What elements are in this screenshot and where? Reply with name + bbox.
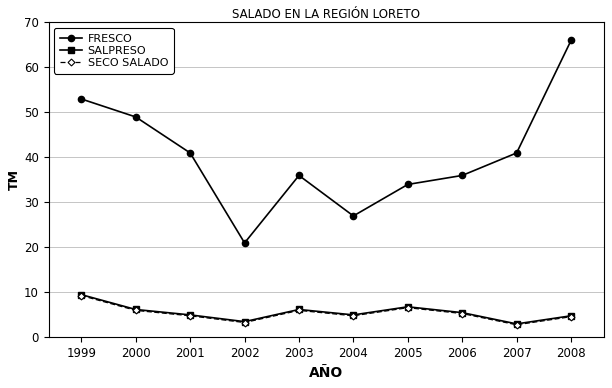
SALPRESO: [513, 322, 520, 326]
FRESCO: [187, 151, 194, 155]
FRESCO: [458, 173, 466, 178]
Line: SECO SALADO: SECO SALADO: [79, 293, 573, 327]
SECO SALADO: [241, 320, 248, 325]
SALPRESO: [78, 292, 85, 297]
SECO SALADO: [296, 308, 303, 313]
SALPRESO: [241, 319, 248, 324]
FRESCO: [349, 214, 357, 218]
SECO SALADO: [349, 314, 357, 318]
SALPRESO: [187, 313, 194, 317]
Legend: FRESCO, SALPRESO, SECO SALADO: FRESCO, SALPRESO, SECO SALADO: [54, 28, 174, 74]
FRESCO: [567, 38, 575, 43]
FRESCO: [296, 173, 303, 178]
SALPRESO: [296, 307, 303, 312]
FRESCO: [132, 114, 140, 119]
SECO SALADO: [404, 305, 411, 310]
Line: FRESCO: FRESCO: [78, 37, 574, 246]
Title: SALADO EN LA REGIÓN LORETO: SALADO EN LA REGIÓN LORETO: [232, 8, 420, 21]
SALPRESO: [349, 313, 357, 317]
Y-axis label: TM: TM: [9, 170, 21, 191]
X-axis label: AÑO: AÑO: [309, 365, 343, 380]
SECO SALADO: [132, 308, 140, 313]
SALPRESO: [567, 314, 575, 318]
FRESCO: [513, 151, 520, 155]
SECO SALADO: [567, 314, 575, 319]
SECO SALADO: [458, 311, 466, 316]
FRESCO: [404, 182, 411, 187]
SALPRESO: [458, 310, 466, 315]
Line: SALPRESO: SALPRESO: [78, 292, 574, 327]
SALPRESO: [132, 307, 140, 312]
FRESCO: [241, 241, 248, 245]
SECO SALADO: [78, 293, 85, 298]
FRESCO: [78, 97, 85, 101]
SECO SALADO: [187, 314, 194, 318]
SALPRESO: [404, 305, 411, 309]
SECO SALADO: [513, 322, 520, 327]
